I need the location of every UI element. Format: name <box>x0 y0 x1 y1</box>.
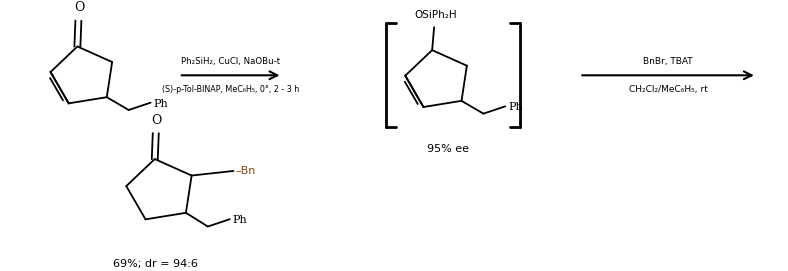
Text: O: O <box>151 114 162 127</box>
Text: –Bn: –Bn <box>236 166 256 176</box>
Text: Ph: Ph <box>232 215 247 225</box>
Text: BnBr, TBAT: BnBr, TBAT <box>643 57 693 66</box>
Text: Ph: Ph <box>154 99 169 109</box>
Text: Ph₂SiH₂, CuCl, NaOBu-t: Ph₂SiH₂, CuCl, NaOBu-t <box>181 57 281 66</box>
Text: CH₂Cl₂/MeC₆H₅, rt: CH₂Cl₂/MeC₆H₅, rt <box>629 85 708 93</box>
Text: Ph: Ph <box>508 102 523 112</box>
Text: 69%; dr = 94:6: 69%; dr = 94:6 <box>113 259 199 269</box>
Text: O: O <box>74 1 84 14</box>
Text: 95% ee: 95% ee <box>427 144 469 154</box>
Text: OSiPh₂H: OSiPh₂H <box>414 10 457 20</box>
Text: (S)-p-Tol-BINAP, MeC₆H₅, 0°, 2 - 3 h: (S)-p-Tol-BINAP, MeC₆H₅, 0°, 2 - 3 h <box>162 85 299 93</box>
